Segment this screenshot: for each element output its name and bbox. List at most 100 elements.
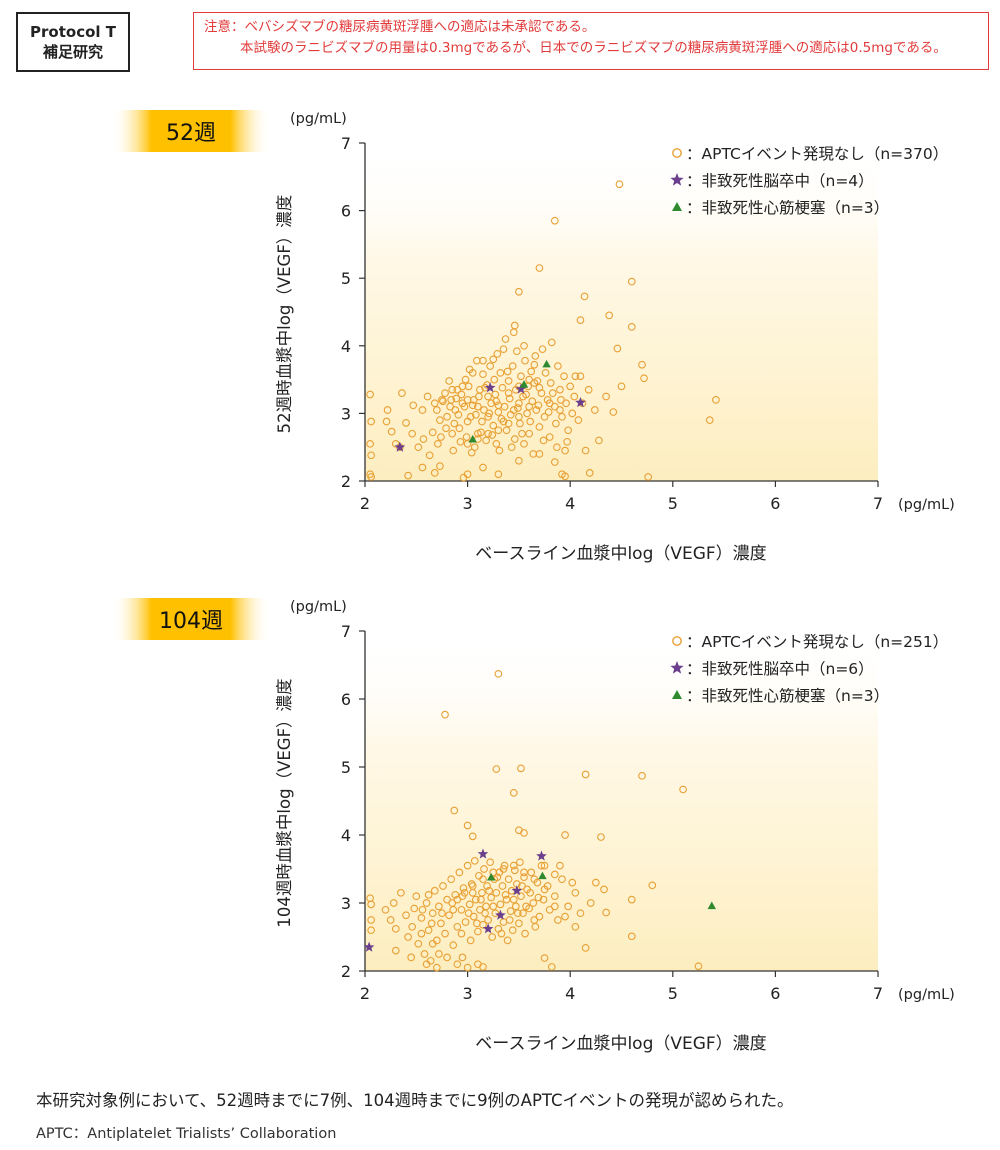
chart1-point-circle bbox=[520, 439, 528, 448]
chart2-point-circle bbox=[517, 892, 525, 901]
chart1-x-tick-label: 7 bbox=[873, 494, 883, 513]
chart1-legend-marker-circle bbox=[672, 148, 682, 158]
chart2-point-circle bbox=[534, 893, 543, 902]
chart2-point-circle bbox=[492, 888, 501, 897]
chart1-x-tick-label: 4 bbox=[565, 494, 575, 513]
protocol-tag-subtitle: 補足研究 bbox=[42, 43, 103, 61]
chart1-point-circle bbox=[438, 396, 446, 404]
chart2-point-circle bbox=[408, 922, 417, 931]
chart1-legend-label: ：APTCイベント発現なし（n=370） bbox=[686, 145, 948, 163]
chart1-point-circle bbox=[494, 401, 503, 410]
chart2-point-circle bbox=[487, 893, 496, 902]
chart2-point-circle bbox=[458, 953, 467, 962]
chart1-point-circle bbox=[532, 406, 541, 414]
chart1-point-circle bbox=[527, 367, 536, 376]
chart2-point-triangle bbox=[538, 871, 547, 880]
chart1-point-circle bbox=[712, 396, 720, 404]
chart2-point-circle bbox=[537, 861, 546, 870]
chart1-point-circle bbox=[398, 389, 406, 397]
chart1-y-unit: (pg/mL) bbox=[290, 111, 347, 127]
chart1-y-tick-label: 6 bbox=[341, 202, 351, 221]
chart2-point-circle bbox=[435, 950, 443, 958]
chart2-point-circle bbox=[499, 865, 508, 873]
chart1-point-circle bbox=[507, 443, 516, 452]
chart1-point-circle bbox=[535, 383, 544, 392]
chart2-point-circle bbox=[367, 926, 376, 935]
chart2-point-circle bbox=[500, 861, 509, 870]
chart2-point-circle bbox=[474, 927, 482, 936]
chart1-point-star bbox=[484, 382, 496, 393]
chart2-point-circle bbox=[540, 861, 549, 870]
chart1-point-circle bbox=[461, 375, 470, 384]
chart2-point-circle bbox=[471, 895, 480, 904]
chart2-point-circle bbox=[545, 905, 554, 914]
chart1-point-circle bbox=[638, 360, 646, 369]
chart1-point-circle bbox=[613, 344, 622, 353]
chart2-y-tick-label: 2 bbox=[341, 962, 351, 981]
chart2-point-circle bbox=[422, 899, 431, 907]
chart2-point-circle bbox=[461, 918, 470, 926]
chart1-point-circle bbox=[546, 379, 555, 387]
chart1-point-circle bbox=[367, 451, 376, 460]
chart2-legend-marker-circle bbox=[672, 636, 682, 646]
chart2-point-circle bbox=[509, 788, 518, 797]
chart2-point-circle bbox=[511, 902, 520, 911]
chart1-point-circle bbox=[457, 390, 466, 399]
chart2-point-star bbox=[495, 909, 506, 920]
chart1-y-tick-label: 2 bbox=[341, 472, 351, 491]
chart1-legend-label: ：非致死性心筋梗塞（n=3） bbox=[686, 199, 889, 217]
chart1-point-circle bbox=[475, 392, 483, 401]
chart2-point-circle bbox=[586, 899, 595, 907]
chart1-badge-bg bbox=[112, 110, 270, 152]
chart1-point-circle bbox=[522, 390, 530, 399]
chart2-point-circle bbox=[485, 886, 493, 895]
chart2-point-circle bbox=[504, 875, 513, 884]
chart1-point-circle bbox=[474, 402, 482, 411]
chart2-point-circle bbox=[430, 886, 439, 895]
chart2-point-circle bbox=[463, 821, 472, 830]
chart1-point-star bbox=[515, 383, 527, 394]
chart2-point-circle bbox=[445, 911, 453, 920]
chart1-point-circle bbox=[367, 473, 376, 481]
chart1-badge-label: 52週 bbox=[166, 121, 216, 146]
chart2-point-circle bbox=[510, 866, 519, 875]
chart1-point-circle bbox=[486, 362, 495, 370]
chart2-point-circle bbox=[417, 929, 426, 938]
chart1-point-circle bbox=[535, 264, 544, 272]
chart2-legend-label: ：APTCイベント発現なし（n=251） bbox=[686, 633, 948, 651]
chart1-point-circle bbox=[487, 399, 496, 408]
chart2-point-circle bbox=[522, 902, 530, 911]
chart2-point-circle bbox=[443, 953, 451, 962]
chart1-point-circle bbox=[551, 419, 560, 428]
chart2-point-star bbox=[363, 941, 375, 952]
chart2-point-circle bbox=[679, 785, 687, 794]
chart2-point-circle bbox=[694, 962, 703, 971]
chart2-point-circle bbox=[638, 771, 646, 780]
chart2-point-circle bbox=[389, 899, 398, 907]
chart2-point-circle bbox=[451, 890, 460, 899]
chart2-badge-bg bbox=[112, 598, 270, 640]
chart1-point-circle bbox=[590, 406, 599, 414]
chart1-point-circle bbox=[561, 472, 569, 481]
chart1-point-circle bbox=[466, 412, 475, 421]
chart1-point-circle bbox=[387, 427, 396, 436]
chart1-point-circle bbox=[471, 410, 480, 419]
chart2-point-circle bbox=[458, 892, 467, 901]
chart2-point-circle bbox=[424, 926, 433, 935]
chart2-y-tick-label: 5 bbox=[341, 758, 351, 777]
chart2-point-circle bbox=[448, 899, 457, 907]
chart2-point-circle bbox=[412, 892, 421, 901]
chart1-point-circle bbox=[454, 410, 463, 419]
chart2-point-circle bbox=[493, 873, 502, 882]
chart1-point-circle bbox=[509, 406, 518, 414]
chart2-point-circle bbox=[521, 929, 529, 938]
chart2-y-tick-label: 7 bbox=[341, 622, 351, 641]
chart2-point-circle bbox=[381, 905, 390, 914]
chart2-point-circle bbox=[602, 908, 610, 917]
chart1-point-circle bbox=[463, 470, 472, 479]
chart2-y-tick-label: 3 bbox=[341, 894, 351, 913]
chart2-point-circle bbox=[481, 909, 489, 918]
chart1-point-circle bbox=[485, 409, 493, 418]
chart1-point-circle bbox=[448, 385, 457, 394]
chart1-point-circle bbox=[568, 409, 577, 418]
